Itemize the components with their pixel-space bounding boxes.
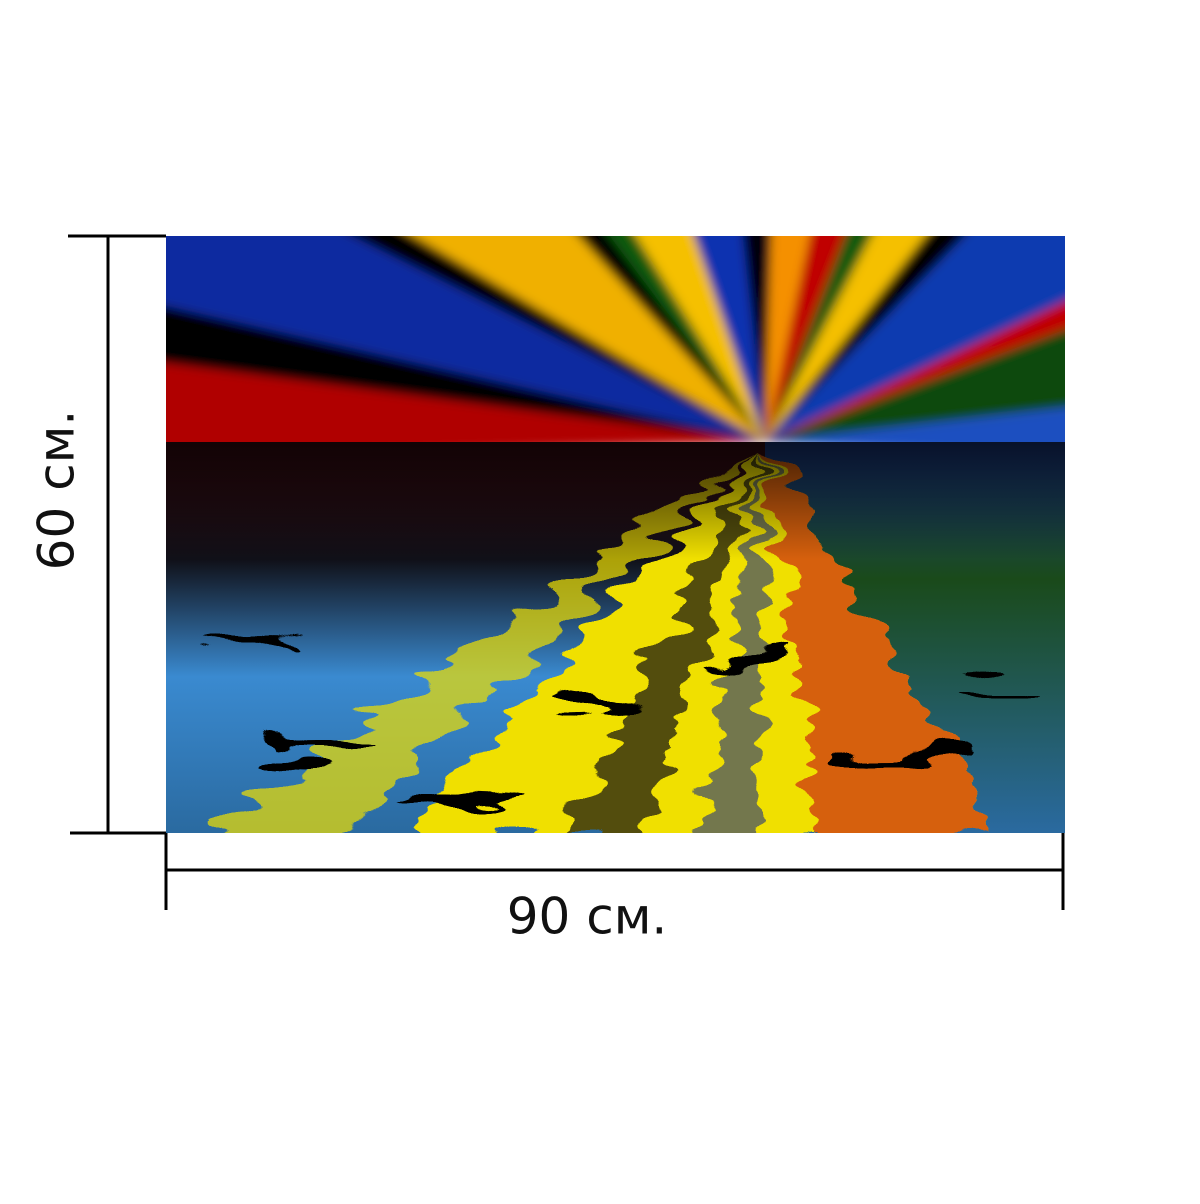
width-dimension: 90 см. xyxy=(164,833,1065,946)
product-image xyxy=(166,236,1065,833)
width-label: 90 см. xyxy=(507,888,668,946)
height-dimension: 60 см. xyxy=(28,234,166,835)
height-label: 60 см. xyxy=(28,410,86,571)
